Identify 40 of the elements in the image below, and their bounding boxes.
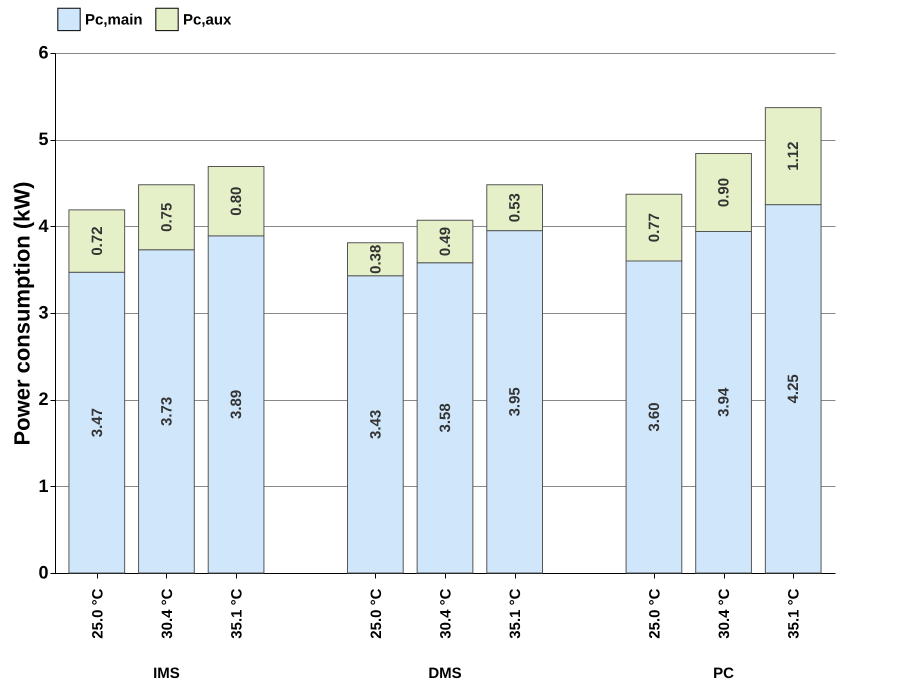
data-label: 0.53 [506,193,524,222]
data-label: 0.72 [88,226,106,256]
x-tick-label: 25.0 °C [368,588,385,639]
data-label: 3.95 [506,387,524,416]
legend-label: Pc,main [85,11,143,28]
data-label: 3.73 [158,396,176,426]
data-label: 0.38 [367,244,384,274]
data-label: 3.58 [437,403,454,432]
legend-label: Pc,aux [183,11,232,28]
x-tick-label: 25.0 °C [646,588,664,639]
y-tick-label: 6 [38,42,48,62]
x-tick-label: 30.4 °C [716,588,734,639]
text: PC [713,665,734,682]
y-tick-label: 2 [38,389,48,410]
y-tick-label: 4 [38,216,48,236]
text: DMS [428,665,462,682]
data-label: 3.89 [228,390,246,420]
x-tick-label: 25.0 °C [89,588,106,639]
data-label: 0.90 [716,178,733,208]
data-label: 3.60 [646,402,663,432]
data-label: 4.25 [785,374,802,404]
y-tick-label: 5 [38,129,48,150]
data-label: 1.12 [785,142,802,171]
y-tick-label: 1 [38,476,48,496]
data-label: 3.43 [367,410,384,439]
text: IMS [153,665,180,682]
data-label: 3.94 [716,387,733,417]
x-tick-label: 30.4 °C [438,588,454,639]
y-tick-label: 0 [38,562,48,582]
x-tick-label: 30.4 °C [158,588,176,639]
data-label: 3.47 [88,408,106,438]
x-tick-label: 35.1 °C [507,588,524,639]
data-label: 0.75 [158,202,176,232]
x-tick-label: 35.1 °C [228,588,246,639]
x-tick-label: 35.1 °C [786,588,803,639]
data-label: 0.80 [228,186,246,216]
data-label: 0.49 [437,226,454,256]
data-label: 0.77 [646,213,663,242]
y-axis-title: Power consumption (kW) [9,182,34,446]
y-tick-label: 3 [38,302,48,322]
